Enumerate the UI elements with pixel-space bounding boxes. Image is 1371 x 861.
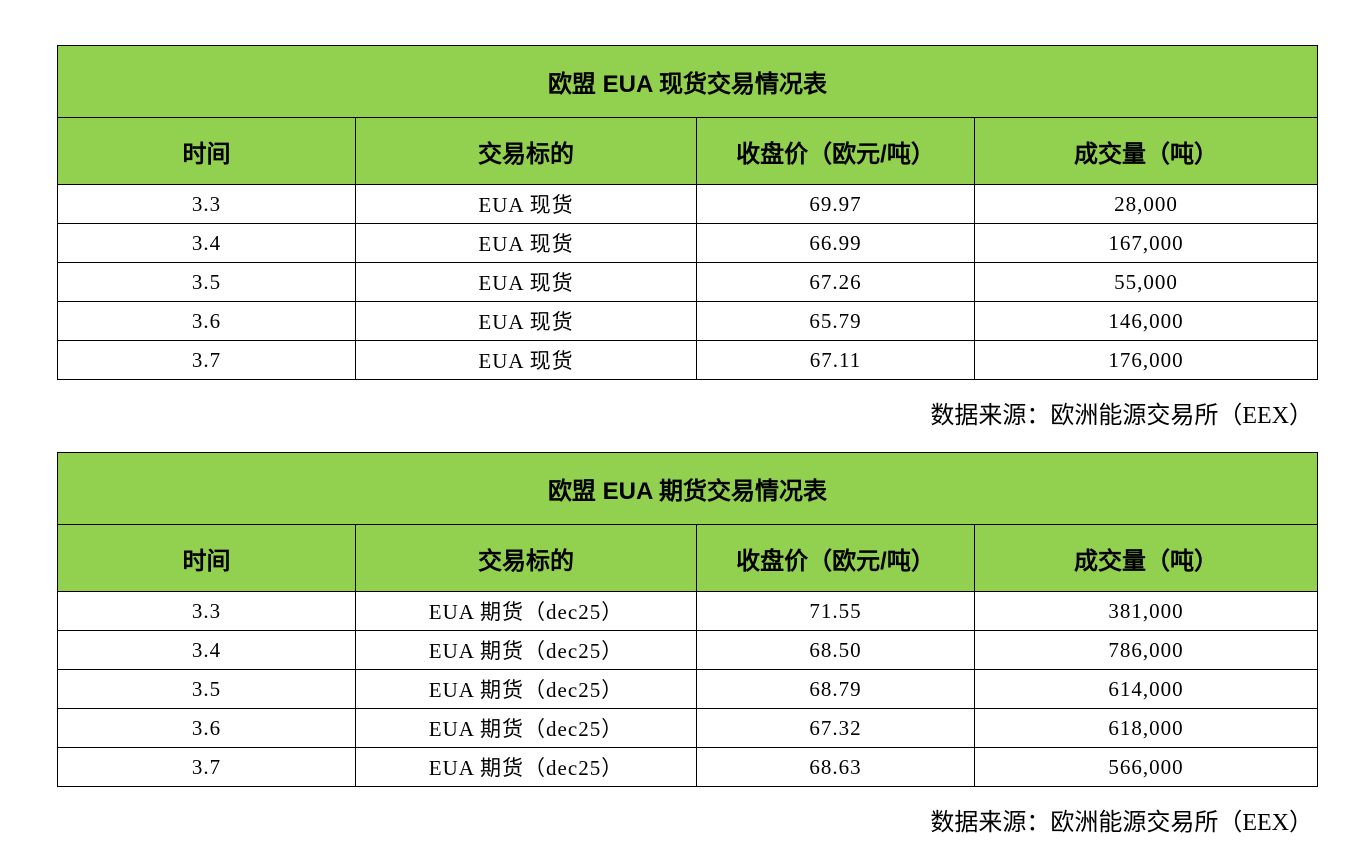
cell-time: 3.7: [57, 340, 356, 380]
cell-close-price: 68.50: [696, 630, 975, 670]
cell-instrument: EUA 期货（dec25）: [355, 708, 697, 748]
eua-spot-table: 欧盟 EUA 现货交易情况表 时间 交易标的 收盘价（欧元/吨） 成交量（吨） …: [57, 45, 1318, 380]
column-header-volume: 成交量（吨）: [974, 117, 1318, 185]
eua-futures-table: 欧盟 EUA 期货交易情况表 时间 交易标的 收盘价（欧元/吨） 成交量（吨） …: [57, 452, 1318, 787]
cell-time: 3.3: [57, 184, 356, 224]
cell-volume: 381,000: [974, 591, 1318, 631]
table-header-row: 时间 交易标的 收盘价（欧元/吨） 成交量（吨）: [57, 117, 1318, 185]
cell-time: 3.4: [57, 223, 356, 263]
table-row: 3.3 EUA 期货（dec25） 71.55 381,000: [57, 591, 1318, 631]
cell-close-price: 71.55: [696, 591, 975, 631]
cell-instrument: EUA 期货（dec25）: [355, 669, 697, 709]
column-header-instrument: 交易标的: [355, 117, 697, 185]
cell-volume: 146,000: [974, 301, 1318, 341]
cell-time: 3.4: [57, 630, 356, 670]
table-title-row: 欧盟 EUA 期货交易情况表: [57, 452, 1318, 525]
cell-volume: 614,000: [974, 669, 1318, 709]
table-row: 3.4 EUA 期货（dec25） 68.50 786,000: [57, 630, 1318, 670]
cell-time: 3.6: [57, 708, 356, 748]
cell-instrument: EUA 期货（dec25）: [355, 630, 697, 670]
table-row: 3.7 EUA 现货 67.11 176,000: [57, 340, 1318, 380]
table-title: 欧盟 EUA 现货交易情况表: [57, 45, 1318, 118]
table-row: 3.5 EUA 期货（dec25） 68.79 614,000: [57, 669, 1318, 709]
cell-instrument: EUA 现货: [355, 184, 697, 224]
table-header-row: 时间 交易标的 收盘价（欧元/吨） 成交量（吨）: [57, 524, 1318, 592]
cell-time: 3.7: [57, 747, 356, 787]
column-header-close-price: 收盘价（欧元/吨）: [696, 117, 975, 185]
cell-time: 3.6: [57, 301, 356, 341]
cell-instrument: EUA 现货: [355, 301, 697, 341]
cell-time: 3.3: [57, 591, 356, 631]
cell-time: 3.5: [57, 262, 356, 302]
cell-volume: 28,000: [974, 184, 1318, 224]
cell-instrument: EUA 现货: [355, 262, 697, 302]
cell-close-price: 66.99: [696, 223, 975, 263]
cell-volume: 176,000: [974, 340, 1318, 380]
document-page: 欧盟 EUA 现货交易情况表 时间 交易标的 收盘价（欧元/吨） 成交量（吨） …: [57, 45, 1318, 836]
cell-close-price: 69.97: [696, 184, 975, 224]
cell-volume: 618,000: [974, 708, 1318, 748]
cell-volume: 566,000: [974, 747, 1318, 787]
cell-instrument: EUA 现货: [355, 340, 697, 380]
cell-close-price: 67.32: [696, 708, 975, 748]
column-header-time: 时间: [57, 524, 356, 592]
cell-instrument: EUA 期货（dec25）: [355, 747, 697, 787]
cell-close-price: 68.79: [696, 669, 975, 709]
column-header-time: 时间: [57, 117, 356, 185]
table-row: 3.4 EUA 现货 66.99 167,000: [57, 223, 1318, 263]
table-row: 3.5 EUA 现货 67.26 55,000: [57, 262, 1318, 302]
column-header-instrument: 交易标的: [355, 524, 697, 592]
cell-volume: 786,000: [974, 630, 1318, 670]
table-row: 3.3 EUA 现货 69.97 28,000: [57, 184, 1318, 224]
table-row: 3.7 EUA 期货（dec25） 68.63 566,000: [57, 747, 1318, 787]
cell-volume: 167,000: [974, 223, 1318, 263]
cell-close-price: 67.26: [696, 262, 975, 302]
table-title: 欧盟 EUA 期货交易情况表: [57, 452, 1318, 525]
cell-close-price: 67.11: [696, 340, 975, 380]
cell-volume: 55,000: [974, 262, 1318, 302]
cell-time: 3.5: [57, 669, 356, 709]
cell-close-price: 65.79: [696, 301, 975, 341]
cell-close-price: 68.63: [696, 747, 975, 787]
column-header-close-price: 收盘价（欧元/吨）: [696, 524, 975, 592]
data-source-note: 数据来源：欧洲能源交易所（EEX）: [930, 403, 1313, 429]
cell-instrument: EUA 期货（dec25）: [355, 591, 697, 631]
table-title-row: 欧盟 EUA 现货交易情况表: [57, 45, 1318, 118]
data-source-note: 数据来源：欧洲能源交易所（EEX）: [930, 810, 1313, 836]
column-header-volume: 成交量（吨）: [974, 524, 1318, 592]
table-row: 3.6 EUA 现货 65.79 146,000: [57, 301, 1318, 341]
cell-instrument: EUA 现货: [355, 223, 697, 263]
table-row: 3.6 EUA 期货（dec25） 67.32 618,000: [57, 708, 1318, 748]
